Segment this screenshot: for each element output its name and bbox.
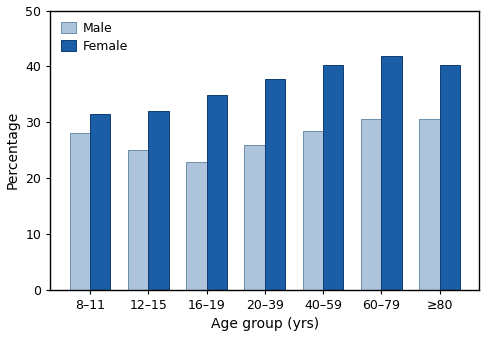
Bar [244,145,264,290]
Bar [128,150,148,290]
Y-axis label: Percentage: Percentage [5,111,19,189]
Bar [90,114,110,290]
Bar [148,111,168,290]
Bar [70,133,90,290]
Bar [439,65,459,290]
Bar [380,56,401,290]
X-axis label: Age group (yrs): Age group (yrs) [210,317,318,332]
Bar [206,95,227,290]
Bar [322,65,343,290]
Bar [186,162,206,290]
Legend: Male, Female: Male, Female [56,17,133,58]
Bar [302,131,322,290]
Bar [360,120,380,290]
Bar [418,120,439,290]
Bar [264,79,285,290]
